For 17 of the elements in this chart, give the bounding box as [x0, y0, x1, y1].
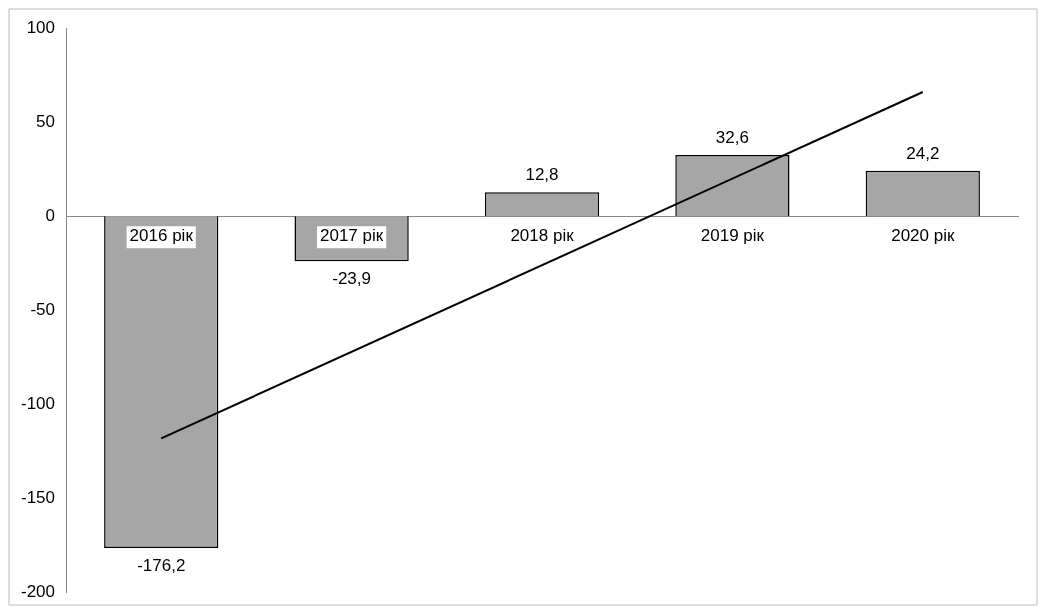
x-tick-label: 2019 рік: [700, 226, 765, 246]
y-tick-label: -150: [20, 488, 56, 508]
y-tick-label: -200: [20, 582, 56, 602]
x-tick-label: 2017 рік: [320, 226, 384, 246]
y-tick-label: 100: [26, 17, 56, 37]
y-tick-label: 50: [36, 111, 56, 131]
data-label: 12,8: [525, 165, 559, 185]
y-tick-label: -50: [30, 300, 56, 320]
data-label: 32,6: [715, 128, 749, 148]
x-tick-label: 2018 рік: [510, 226, 575, 246]
data-label: -176,2: [137, 556, 186, 576]
data-label: 24,2: [906, 143, 940, 163]
x-tick-label: 2020 рік: [891, 226, 955, 246]
y-tick-label: -100: [20, 394, 56, 414]
y-tick-label: 0: [45, 205, 56, 225]
data-label: -23,9: [332, 269, 371, 289]
x-tick-label: 2016 рік: [129, 226, 194, 246]
